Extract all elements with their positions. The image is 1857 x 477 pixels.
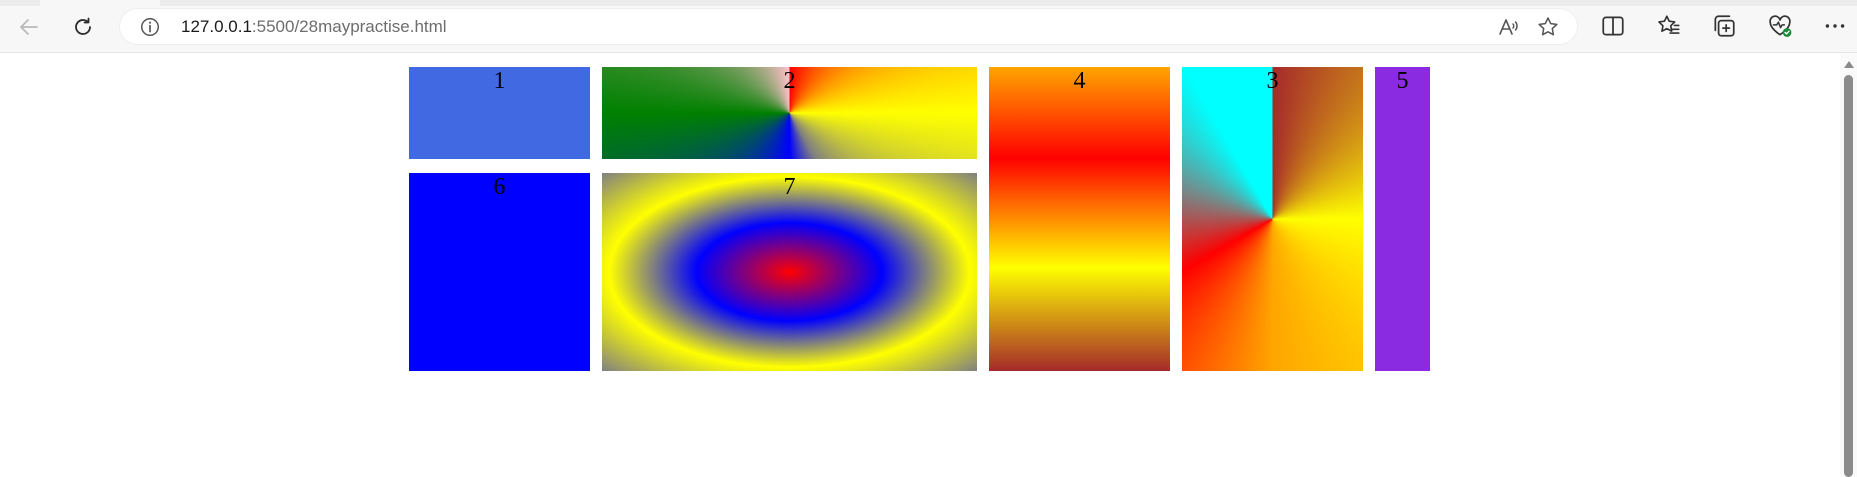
site-info-button[interactable] (139, 16, 161, 38)
address-bar[interactable]: 127.0.0.1:5500/28maypractise.html (119, 8, 1578, 45)
grid-item-1: 1 (409, 67, 590, 159)
read-aloud-button[interactable] (1497, 15, 1521, 39)
grid-item-label: 4 (1073, 68, 1086, 94)
grid-item-3: 3 (1182, 67, 1363, 371)
reload-button[interactable] (66, 10, 100, 44)
grid-item-label: 5 (1396, 68, 1409, 94)
collections-button[interactable] (1711, 13, 1737, 39)
more-dots-icon (1825, 24, 1845, 28)
tab-strip (0, 0, 1857, 6)
active-tab[interactable] (40, 0, 160, 6)
url-text[interactable]: 127.0.0.1:5500/28maypractise.html (181, 16, 447, 38)
url-host: 127.0.0.1 (181, 17, 252, 36)
read-aloud-icon (1499, 19, 1518, 35)
url-path: :5500/28maypractise.html (251, 17, 447, 36)
split-screen-icon (1602, 16, 1624, 36)
grid-item-label: 6 (493, 174, 506, 200)
favorites-icon (1658, 15, 1680, 34)
page-viewport: 1 2 4 3 5 6 7 (0, 53, 1840, 477)
back-button[interactable] (12, 10, 46, 44)
favorites-button[interactable] (1656, 13, 1682, 39)
info-icon (141, 18, 159, 36)
grid-item-4: 4 (989, 67, 1170, 371)
grid-item-2: 2 (602, 67, 977, 159)
star-icon (1538, 17, 1558, 36)
browser-toolbar: 127.0.0.1:5500/28maypractise.html (0, 0, 1857, 53)
heart-pulse-icon (1769, 15, 1792, 37)
grid-item-label: 2 (783, 68, 796, 94)
collections-icon (1714, 15, 1735, 37)
grid-item-label: 7 (783, 174, 796, 200)
grid-item-label: 3 (1266, 68, 1279, 94)
browser-essentials-button[interactable] (1767, 13, 1793, 39)
back-arrow-icon (20, 19, 38, 35)
scroll-up-arrow-icon[interactable] (1844, 61, 1854, 68)
grid-item-5: 5 (1375, 67, 1430, 371)
grid-item-label: 1 (493, 68, 506, 94)
grid-item-6: 6 (409, 173, 590, 371)
more-button[interactable] (1822, 13, 1848, 39)
scrollbar-thumb[interactable] (1844, 75, 1853, 477)
reload-icon (75, 17, 91, 35)
vertical-scrollbar[interactable] (1840, 53, 1857, 477)
add-favorite-button[interactable] (1536, 15, 1560, 39)
split-screen-button[interactable] (1600, 13, 1626, 39)
grid-item-7: 7 (602, 173, 977, 371)
